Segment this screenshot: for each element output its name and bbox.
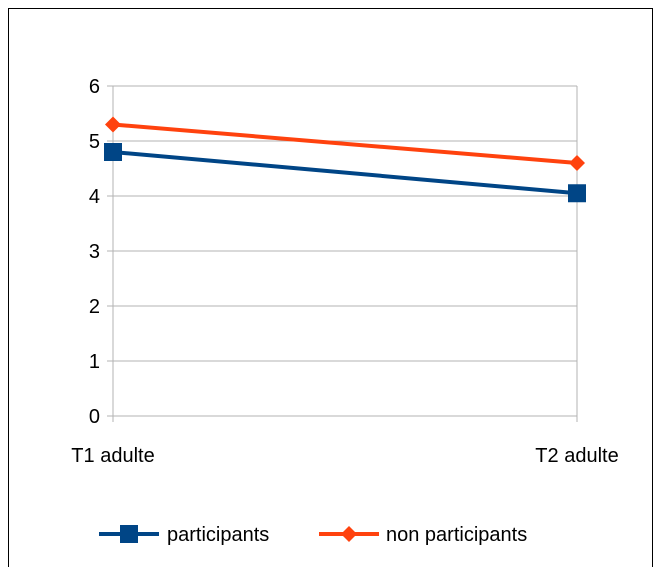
legend-label: participants [167,524,269,546]
legend-marker-square [120,525,138,543]
y-tick-label: 1 [89,351,100,373]
series-line [112,150,578,196]
data-point-diamond [105,116,121,133]
legend-marker-diamond [341,526,357,542]
data-point-square [568,184,586,203]
data-point-square [104,143,122,161]
x-tick-label: T2 adulte [535,445,618,467]
legend: participants non participants [99,524,527,546]
legend-item-non-participants: non participants [319,524,527,546]
y-tick-label: 0 [89,406,100,428]
x-axis-ticks: T1 adulte T2 adulte [71,416,619,467]
series-participants [104,143,586,203]
y-tick-label: 3 [89,241,100,263]
y-tick-label: 6 [89,76,100,98]
y-tick-label: 2 [89,296,100,318]
y-tick-label: 5 [89,131,100,153]
x-tick-label: T1 adulte [71,445,154,467]
series-non-participants [105,116,585,171]
legend-item-participants: participants [99,524,269,546]
y-tick-label: 4 [89,186,100,208]
gridlines [112,85,578,417]
data-point-diamond [569,155,585,171]
y-axis-ticks: 0 1 2 3 4 5 6 [89,76,113,428]
series-line [112,122,578,165]
chart-frame [8,8,653,567]
series-group [104,116,586,203]
legend-label: non participants [386,524,527,546]
